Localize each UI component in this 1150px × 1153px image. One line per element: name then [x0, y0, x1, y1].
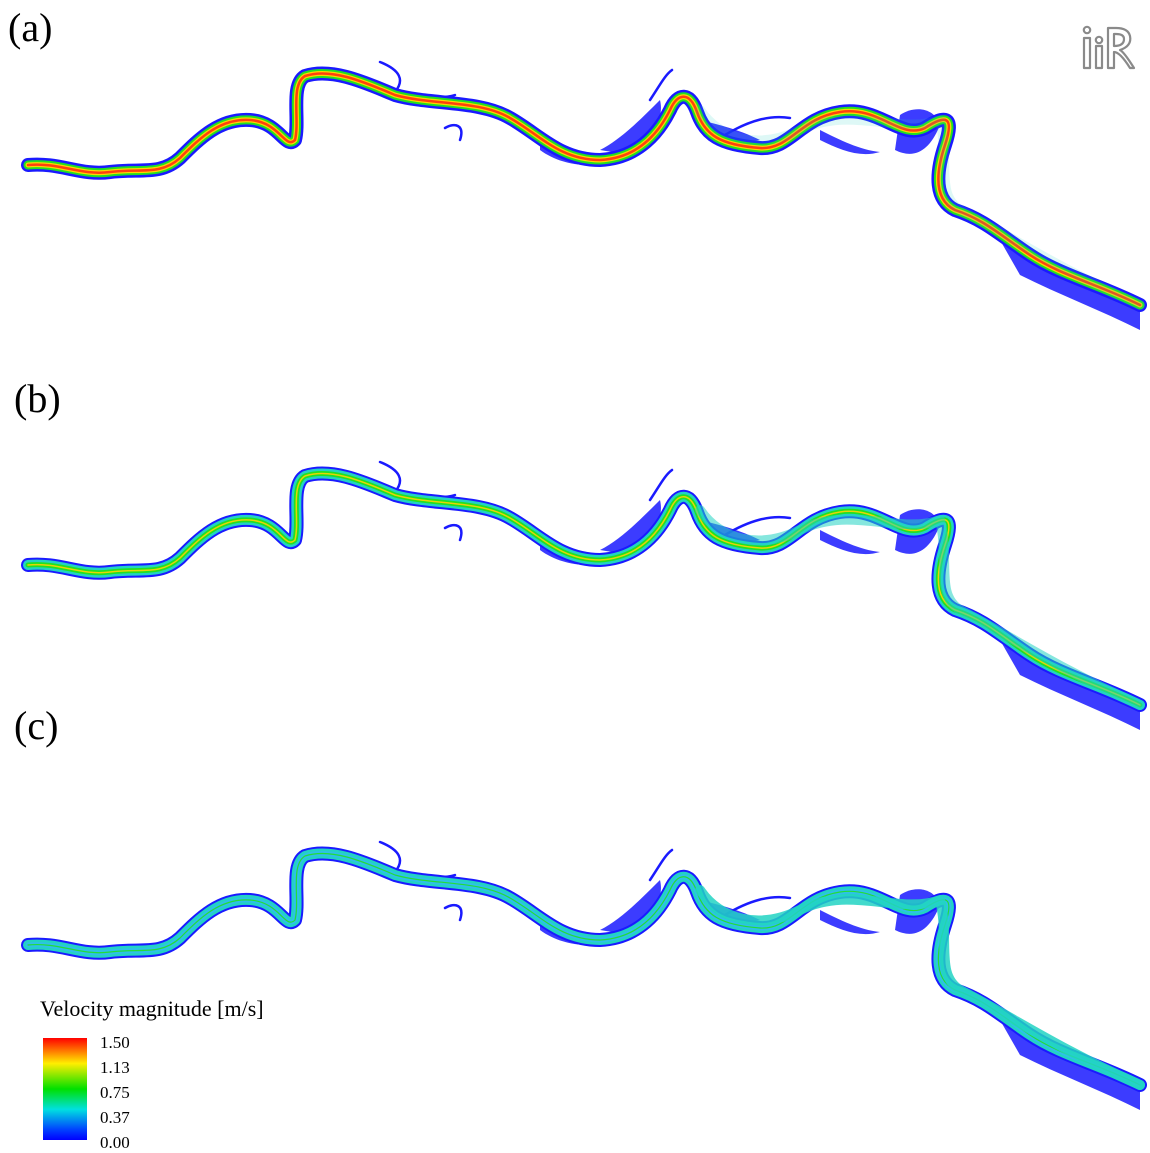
downstream-channel [695, 885, 1145, 1090]
river-map-a [21, 60, 1147, 330]
river-fast-core [26, 72, 1142, 307]
velocity-legend: Velocity magnitude [m/s] 1.50 1.13 0.75 … [40, 996, 340, 1151]
floodplain-area [600, 100, 661, 155]
panel-c: (c) [0, 700, 1150, 1153]
river-bank [21, 66, 1147, 312]
downstream-channel [695, 505, 1145, 710]
river-fast-core [27, 472, 1141, 706]
river-channel [23, 68, 1145, 310]
river-map-c [21, 840, 1147, 1110]
river-thalweg [25, 70, 1143, 308]
river-map-b [21, 460, 1147, 730]
legend-tick-0-75: 0.75 [100, 1083, 130, 1102]
legend-title: Velocity magnitude [m/s] [40, 996, 264, 1021]
floodplain-area [600, 880, 661, 935]
river-bank [21, 466, 1147, 712]
panel-a: (a) [0, 0, 1150, 380]
downstream-channel [695, 105, 1145, 310]
river-channel [23, 468, 1145, 710]
floodplain-area [820, 530, 880, 555]
panel-label-c: (c) [14, 703, 59, 748]
panel-b: (b) [0, 375, 1150, 745]
legend-tick-0-00: 0.00 [100, 1133, 130, 1152]
tributary-channel [648, 468, 674, 502]
iric-logo-icon [1082, 25, 1136, 70]
panel-label-b: (b) [14, 376, 61, 421]
legend-tick-0-37: 0.37 [100, 1108, 130, 1127]
tributary-channel [443, 123, 463, 142]
floodplain-area [600, 500, 661, 555]
iric-logo [1080, 22, 1136, 74]
tributary-channel [648, 68, 674, 102]
panel-label-a: (a) [8, 5, 53, 50]
floodplain-area [820, 130, 880, 155]
tributary-channel [443, 523, 463, 542]
river-thalweg [25, 470, 1143, 708]
tributary-channel [443, 903, 463, 922]
legend-color-bar [43, 1038, 87, 1140]
legend-tick-1-13: 1.13 [100, 1058, 130, 1077]
floodplain-area [820, 910, 880, 935]
legend-tick-1-50: 1.50 [100, 1033, 130, 1052]
tributary-channel [648, 848, 674, 882]
